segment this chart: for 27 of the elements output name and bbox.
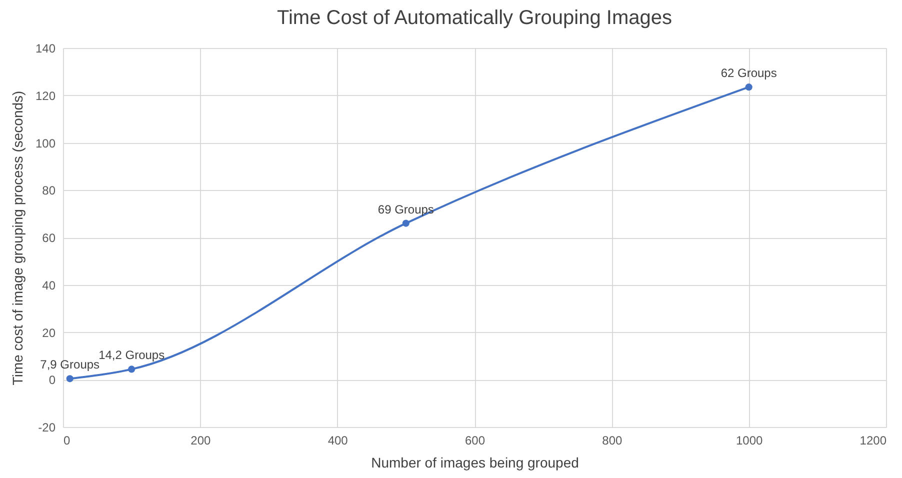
- x-tick-label: 1200: [860, 434, 887, 448]
- point: [745, 84, 752, 91]
- point: [128, 366, 136, 373]
- y-tick-label: 40: [42, 278, 56, 292]
- y-tick-label: -20: [38, 420, 56, 434]
- x-tick-label: 0: [64, 434, 70, 448]
- y-tick-label: 120: [35, 88, 56, 103]
- x-tick-label: 1000: [736, 434, 764, 448]
- y-tick-label: 0: [48, 373, 56, 388]
- chart-title: Time Cost of Automatically Grouping Images: [277, 7, 672, 29]
- y-tick-label: 100: [35, 136, 56, 150]
- y-tick-label: 60: [42, 231, 56, 245]
- y-axis-title: Time cost of image grouping process (seconds): [9, 90, 26, 386]
- y-tick-label: 80: [42, 184, 56, 198]
- x-axis-title: Number of images being grouped: [371, 454, 579, 470]
- x-tick-label: 600: [464, 434, 486, 448]
- annotation: 14,2 Groups: [98, 348, 165, 362]
- x-tick-label: 400: [328, 434, 348, 448]
- annotation: 69 Groups: [378, 202, 434, 216]
- annotation: 7,9 Groups: [40, 358, 100, 372]
- x-tick-label: 200: [190, 434, 211, 448]
- point: [402, 220, 410, 227]
- x-tick-label: 800: [602, 434, 622, 448]
- annotation: 62 Groups: [720, 66, 777, 80]
- point: [66, 375, 74, 382]
- y-tick-label: 140: [35, 42, 56, 56]
- y-tick-label: 20: [42, 326, 56, 340]
